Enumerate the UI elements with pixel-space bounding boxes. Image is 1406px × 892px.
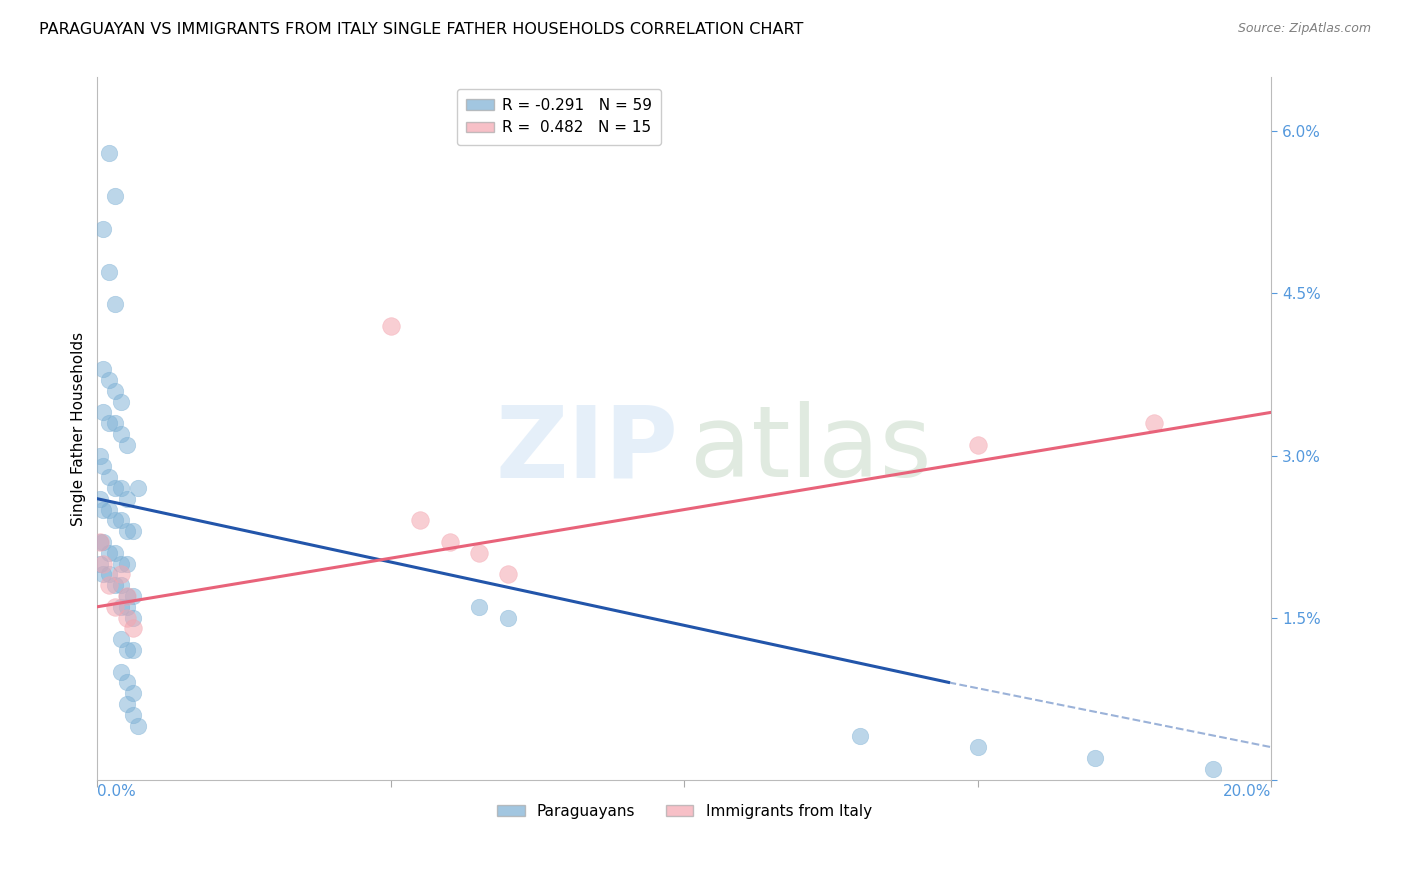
Point — [110, 481, 132, 495]
Point — [104, 513, 127, 527]
Point — [91, 221, 114, 235]
Point — [98, 146, 121, 161]
Point — [115, 438, 138, 452]
Point — [121, 686, 143, 700]
Point — [110, 632, 132, 647]
Point — [89, 557, 111, 571]
Point — [967, 438, 990, 452]
Point — [104, 578, 127, 592]
Point — [91, 557, 114, 571]
Point — [91, 405, 114, 419]
Point — [110, 665, 132, 679]
Point — [91, 535, 114, 549]
Text: 20.0%: 20.0% — [1223, 784, 1271, 799]
Point — [104, 384, 127, 398]
Point — [115, 557, 138, 571]
Point — [98, 265, 121, 279]
Point — [91, 502, 114, 516]
Point — [89, 535, 111, 549]
Point — [89, 449, 111, 463]
Point — [110, 513, 132, 527]
Point — [98, 578, 121, 592]
Point — [98, 470, 121, 484]
Point — [98, 373, 121, 387]
Point — [115, 697, 138, 711]
Point — [409, 513, 432, 527]
Point — [110, 578, 132, 592]
Point — [468, 546, 491, 560]
Point — [121, 621, 143, 635]
Point — [104, 297, 127, 311]
Text: 0.0%: 0.0% — [97, 784, 136, 799]
Point — [98, 502, 121, 516]
Point — [468, 599, 491, 614]
Point — [110, 599, 132, 614]
Point — [104, 416, 127, 430]
Point — [98, 416, 121, 430]
Legend: Paraguayans, Immigrants from Italy: Paraguayans, Immigrants from Italy — [491, 797, 877, 824]
Point — [98, 546, 121, 560]
Point — [439, 535, 461, 549]
Point — [121, 589, 143, 603]
Point — [115, 643, 138, 657]
Point — [380, 318, 402, 333]
Point — [127, 481, 149, 495]
Point — [121, 707, 143, 722]
Y-axis label: Single Father Households: Single Father Households — [72, 332, 86, 525]
Text: PARAGUAYAN VS IMMIGRANTS FROM ITALY SINGLE FATHER HOUSEHOLDS CORRELATION CHART: PARAGUAYAN VS IMMIGRANTS FROM ITALY SING… — [39, 22, 804, 37]
Point — [1084, 751, 1107, 765]
Point — [115, 589, 138, 603]
Point — [115, 610, 138, 624]
Point — [110, 567, 132, 582]
Point — [849, 730, 872, 744]
Text: ZIP: ZIP — [496, 401, 679, 498]
Point — [127, 718, 149, 732]
Point — [91, 567, 114, 582]
Point — [115, 589, 138, 603]
Point — [967, 740, 990, 755]
Point — [121, 524, 143, 538]
Point — [115, 491, 138, 506]
Point — [498, 567, 520, 582]
Point — [121, 643, 143, 657]
Point — [104, 189, 127, 203]
Point — [110, 394, 132, 409]
Point — [89, 491, 111, 506]
Point — [91, 459, 114, 474]
Point — [1143, 416, 1166, 430]
Point — [121, 610, 143, 624]
Point — [115, 599, 138, 614]
Point — [115, 524, 138, 538]
Point — [104, 546, 127, 560]
Point — [89, 535, 111, 549]
Point — [110, 426, 132, 441]
Point — [104, 481, 127, 495]
Point — [104, 599, 127, 614]
Text: Source: ZipAtlas.com: Source: ZipAtlas.com — [1237, 22, 1371, 36]
Point — [91, 362, 114, 376]
Point — [110, 557, 132, 571]
Point — [115, 675, 138, 690]
Point — [1202, 762, 1225, 776]
Point — [498, 610, 520, 624]
Text: atlas: atlas — [690, 401, 932, 498]
Point — [98, 567, 121, 582]
